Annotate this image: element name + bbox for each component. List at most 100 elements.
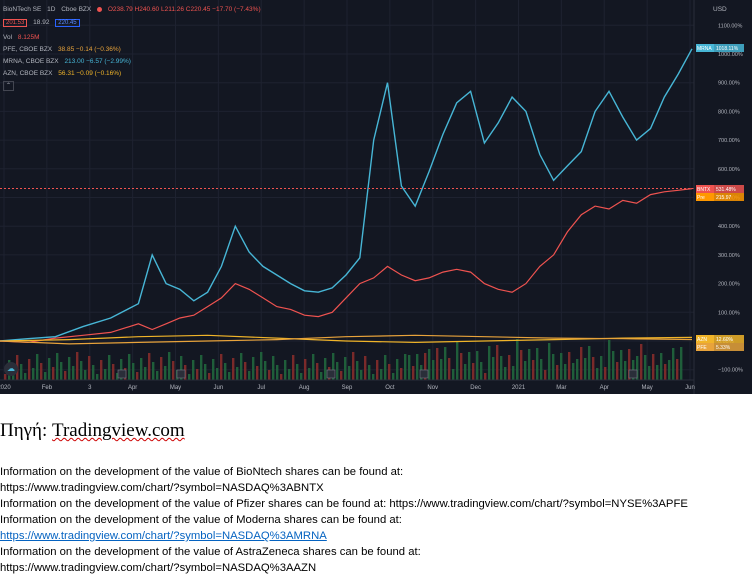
volume-bar	[332, 353, 335, 380]
last-value-label: BNTX	[697, 187, 711, 193]
tradingview-logo-icon[interactable]: ☁	[4, 362, 18, 376]
volume-bar	[272, 356, 275, 380]
volume-bar	[460, 353, 463, 380]
volume-bar	[156, 371, 159, 380]
symbol-name[interactable]: BioNTech SE	[3, 6, 42, 13]
volume-bar	[396, 359, 399, 380]
last-value-label: Pre	[697, 195, 705, 201]
volume-bar	[64, 371, 67, 380]
x-tick-label: Apr	[128, 385, 137, 391]
volume-bar	[668, 360, 671, 380]
compare-value: 38.85 −0.14 (−0.36%)	[57, 46, 121, 53]
volume-bar	[152, 362, 155, 380]
volume-bar	[376, 360, 379, 380]
volume-bar	[140, 358, 143, 380]
volume-bar	[188, 374, 191, 380]
volume-bar	[428, 349, 431, 380]
volume-bar	[648, 366, 651, 380]
volume-bar	[600, 356, 603, 380]
volume-bar	[308, 368, 311, 380]
last-value-number: 5.33%	[716, 345, 731, 351]
volume-bar	[452, 369, 455, 380]
last-value-number: 12.60%	[716, 337, 734, 343]
volume-bar	[676, 359, 679, 380]
volume-bar	[500, 356, 503, 380]
volume-bar	[576, 359, 579, 380]
volume-bar	[92, 365, 95, 380]
volume-bar	[508, 355, 511, 380]
volume-bar	[104, 369, 107, 380]
volume-bar	[148, 353, 151, 380]
volume-bar	[220, 354, 223, 380]
volume-bar	[224, 363, 227, 380]
volume-bar	[572, 363, 575, 380]
volume-bar	[612, 351, 615, 380]
volume-bar	[404, 354, 407, 380]
volume-bar	[436, 348, 439, 380]
moderna-link[interactable]: https://www.tradingview.com/chart/?symbo…	[0, 530, 327, 542]
volume-bar	[528, 349, 531, 380]
volume-bar	[200, 355, 203, 380]
volume-bar	[432, 360, 435, 380]
x-tick-label: Nov	[427, 385, 438, 391]
volume-bar	[132, 363, 135, 380]
info-line: Information on the development of the va…	[0, 546, 421, 558]
volume-bar	[28, 359, 31, 380]
volume-bar	[592, 357, 595, 380]
last-value-number: 531.48%	[716, 187, 736, 193]
interval[interactable]: 1D	[47, 6, 56, 13]
stock-chart[interactable]: 1100.00% 1000.00% 900.00% 800.00% 700.00% 600…	[0, 0, 752, 394]
last-value-tag-azn: AZN 12.60%	[696, 335, 744, 343]
last-value-label: MRNA	[697, 46, 712, 52]
volume-bar	[468, 352, 471, 380]
x-tick-label: 2020	[0, 385, 11, 391]
compare-legend-pfe[interactable]: PFE, CBOE BZX 38.85 −0.14 (−0.36%)	[3, 46, 125, 53]
volume-bar	[80, 361, 83, 380]
event-marker-icon	[326, 369, 336, 379]
y-tick-label: 800.00%	[718, 109, 740, 115]
volume-bar	[364, 356, 367, 380]
event-marker-icon	[628, 369, 638, 379]
volume-bar	[192, 360, 195, 380]
exchange: Cboe BZX	[61, 6, 92, 13]
buy-button[interactable]: 220.45	[55, 19, 80, 27]
compare-legend-azn[interactable]: AZN, CBOE BZX 56.31 −0.09 (−0.16%)	[3, 70, 125, 77]
volume-bar	[40, 363, 43, 380]
volume-bar	[380, 369, 383, 380]
info-line: https://www.tradingview.com/chart/?symbo…	[0, 482, 324, 494]
volume-bar	[128, 354, 131, 380]
collapse-legend-icon[interactable]: ⌃	[3, 81, 14, 91]
volume-bar	[448, 358, 451, 380]
volume-bar	[360, 370, 363, 380]
event-marker-icon	[117, 369, 127, 379]
volume-bar	[564, 364, 567, 380]
series-line-mrna	[0, 48, 693, 342]
volume-bar	[68, 357, 71, 380]
volume-bar	[312, 354, 315, 380]
volume-bar	[48, 358, 51, 380]
volume-bar	[400, 368, 403, 380]
currency-label: USD	[713, 6, 727, 13]
y-tick-label: 1100.00%	[718, 23, 742, 29]
volume-bar	[100, 360, 103, 380]
sell-button[interactable]: 201.53	[3, 19, 28, 27]
volume-bar	[336, 362, 339, 380]
volume-bar	[588, 346, 591, 380]
volume-bar	[384, 355, 387, 380]
volume-bar	[548, 343, 551, 380]
volume-bar	[316, 363, 319, 380]
volume-bar	[164, 366, 167, 380]
volume-bar	[624, 361, 627, 380]
volume-bar	[584, 358, 587, 380]
volume-bar	[672, 348, 675, 380]
compare-legend-mrna[interactable]: MRNA, CBOE BZX 213.00 −6.57 (−2.99%)	[3, 58, 135, 65]
y-tick-label: 100.00%	[718, 310, 740, 316]
volume-bar	[160, 357, 163, 380]
volume-bar	[240, 353, 243, 380]
volume-bar	[204, 364, 207, 380]
volume-bar	[320, 372, 323, 380]
chart-plot[interactable]: 1100.00% 1000.00% 900.00% 800.00% 700.00% 600…	[0, 0, 752, 394]
volume-bar	[540, 359, 543, 380]
ohlc-values: O238.79 H240.60 L211.26 C220.45 −17.70 (…	[107, 6, 261, 13]
volume-bar	[52, 367, 55, 380]
